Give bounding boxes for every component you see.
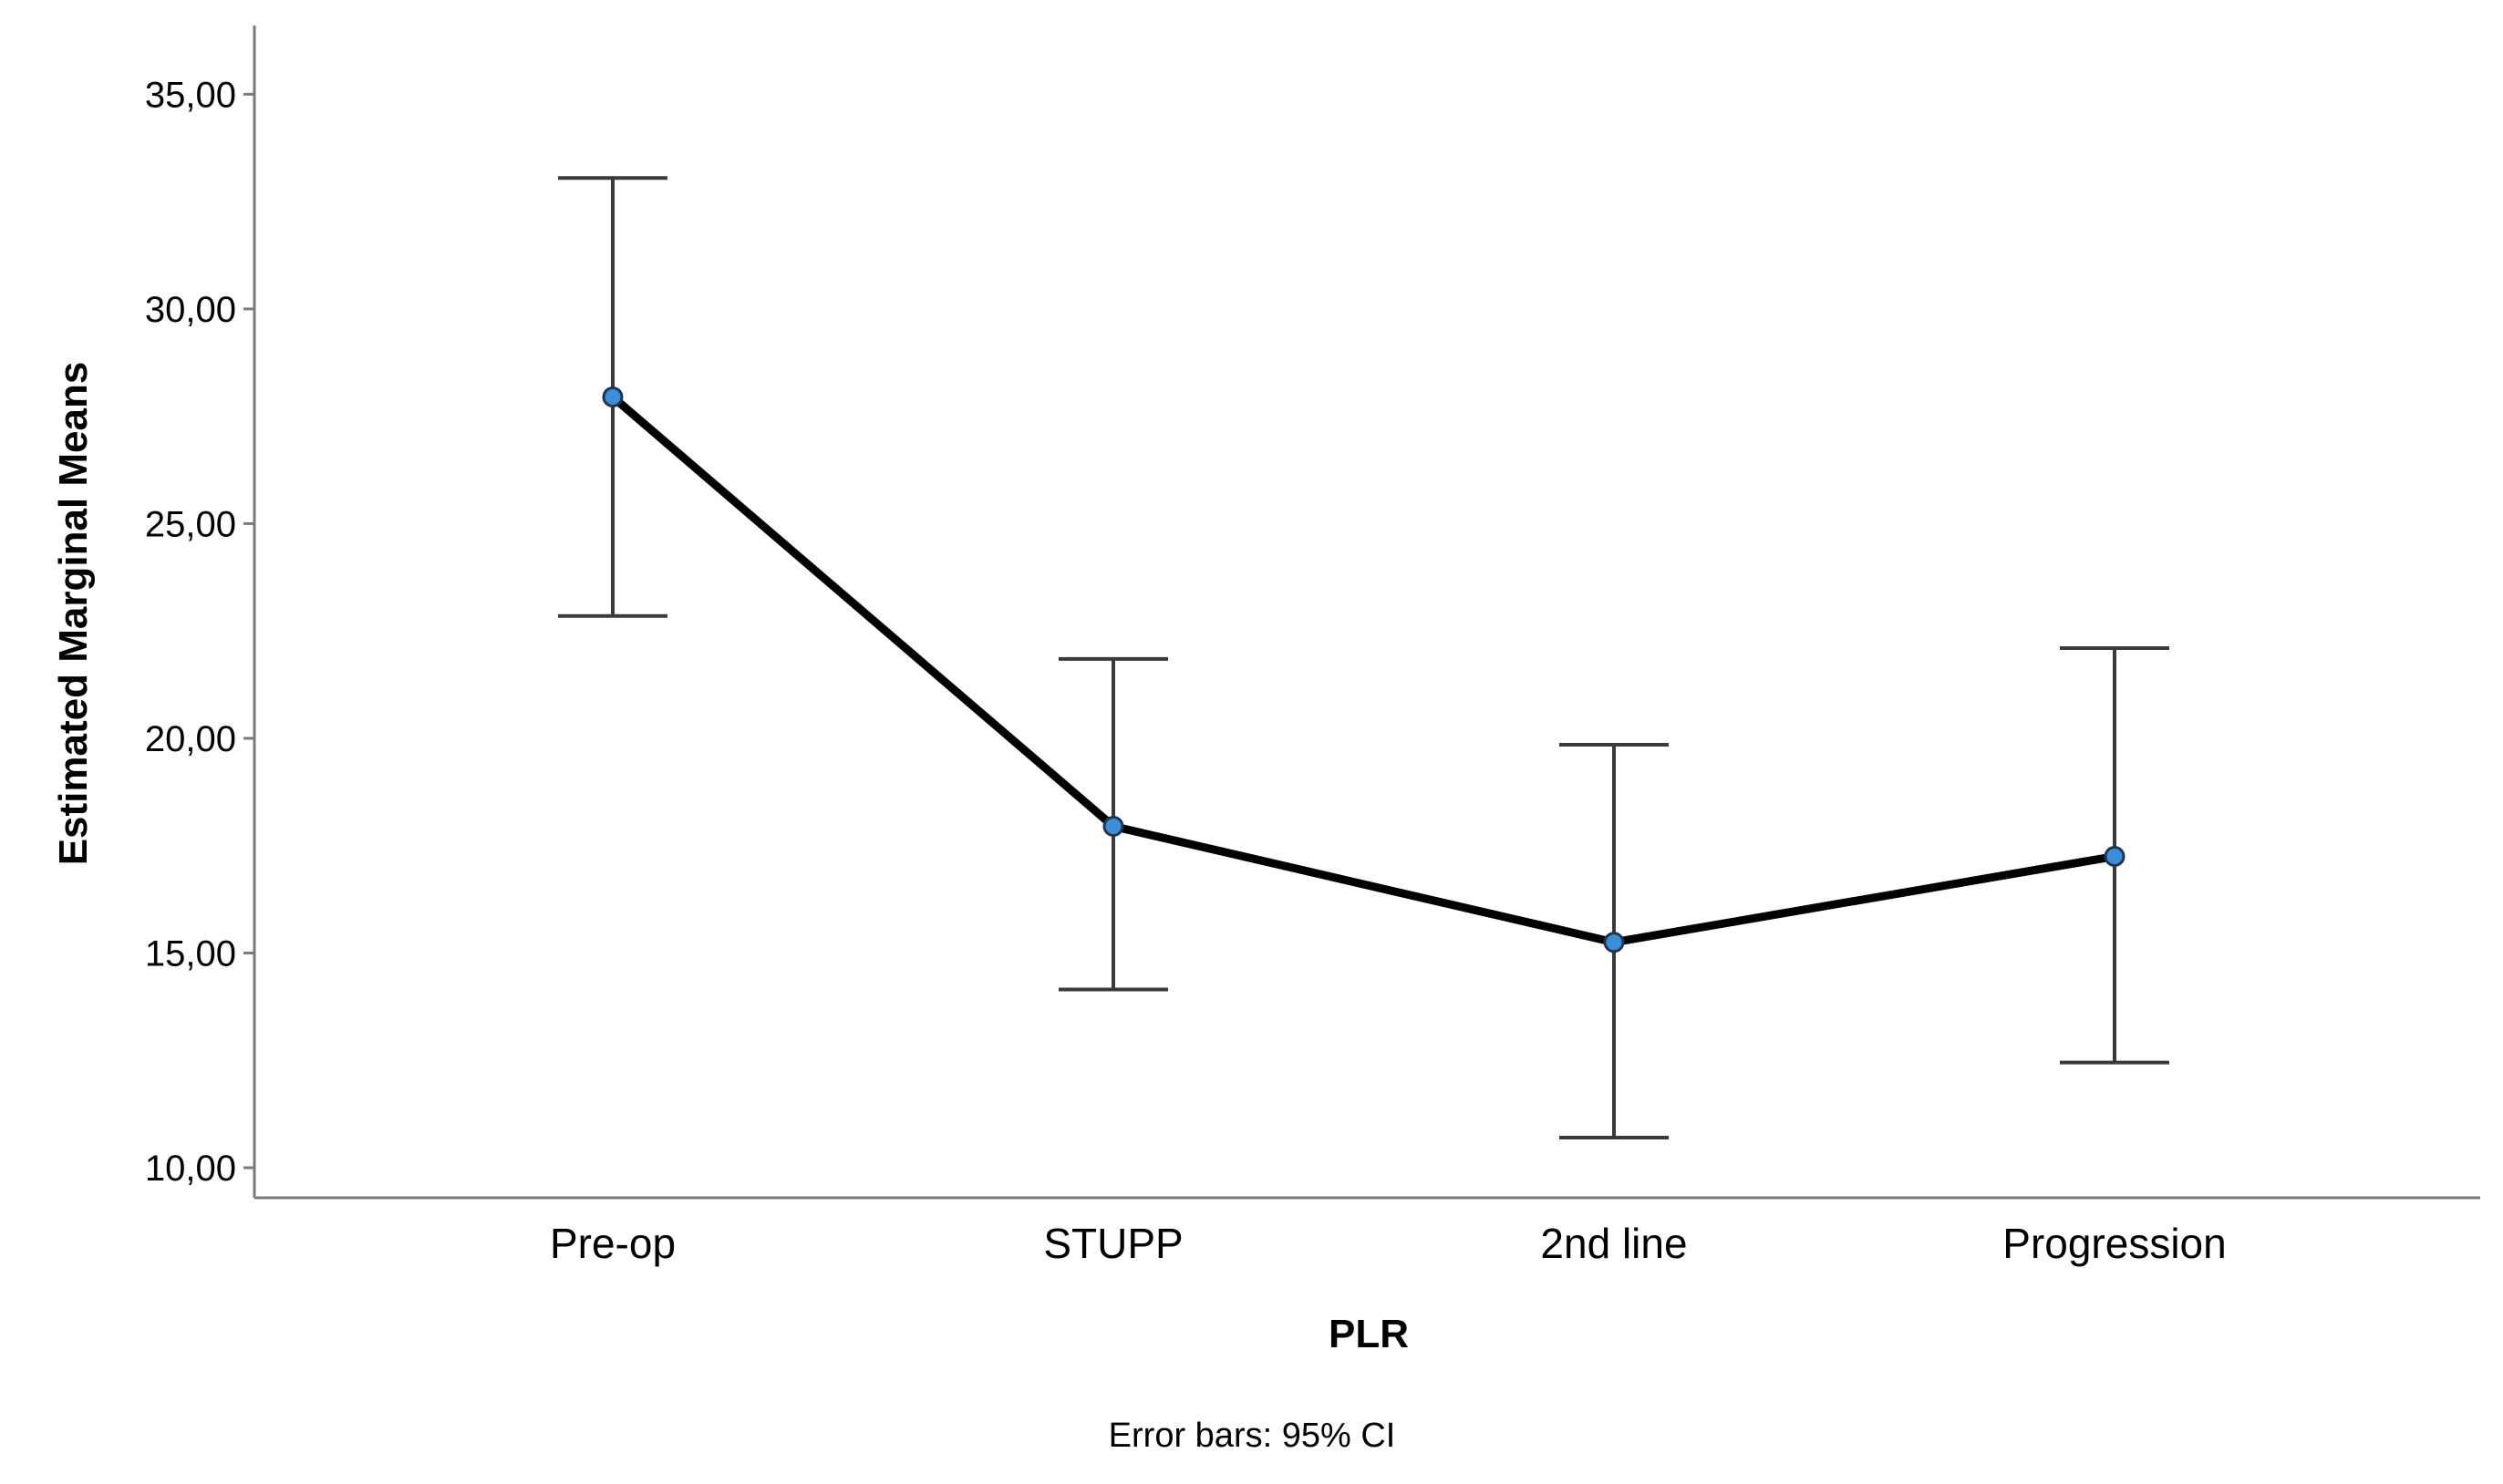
y-axis: 10,00 15,00 20,00 25,00 30,00 35,00 xyxy=(145,26,256,1198)
data-point xyxy=(602,386,624,407)
y-tick-label: 25,00 xyxy=(145,504,236,544)
series-line-group xyxy=(610,394,2115,947)
x-tick-label: Pre-op xyxy=(550,1220,676,1267)
data-point xyxy=(2104,846,2125,868)
y-tick-label: 35,00 xyxy=(145,75,236,115)
x-axis: Pre-op STUPP 2nd line Progression xyxy=(254,1196,2480,1267)
data-points xyxy=(602,386,2125,953)
footnote: Error bars: 95% CI xyxy=(1109,1417,1396,1455)
x-axis-title: PLR xyxy=(1329,1312,1409,1356)
y-tick-label: 10,00 xyxy=(145,1149,236,1189)
y-axis-title: Estimated Marginal Means xyxy=(51,362,96,866)
x-tick-label: Progression xyxy=(2002,1220,2226,1267)
series-line xyxy=(610,394,2115,947)
y-tick-label: 15,00 xyxy=(145,933,236,974)
y-tick-label: 30,00 xyxy=(145,290,236,330)
x-tick-label: 2nd line xyxy=(1540,1220,1687,1267)
data-point xyxy=(1603,932,1625,953)
y-tick-label: 20,00 xyxy=(145,719,236,759)
x-tick-label: STUPP xyxy=(1043,1220,1183,1267)
error-bars xyxy=(558,176,2169,1140)
data-point xyxy=(1102,816,1124,838)
